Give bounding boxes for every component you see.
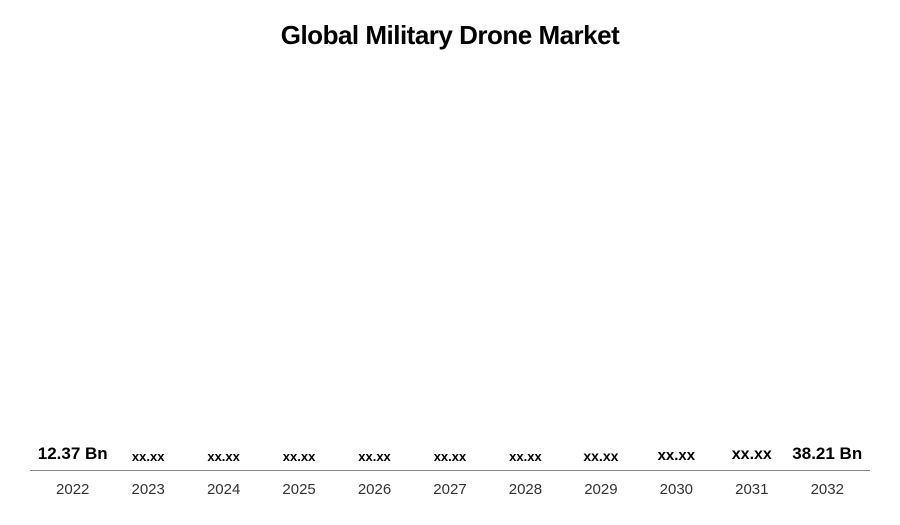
- chart-title: Global Military Drone Market: [30, 20, 870, 51]
- bar-value-label: xx.xx: [583, 448, 618, 470]
- bar-value-label: xx.xx: [207, 449, 240, 470]
- x-axis-tick: 2028: [488, 481, 563, 498]
- bar-value-label: xx.xx: [658, 447, 696, 470]
- x-axis-tick: 2023: [111, 481, 186, 498]
- plot-area: 12.37 Bn xx.xx xx.xx xx.xx xx.xx xx.xx xx.xx xx…: [30, 81, 870, 471]
- bar-value-label: xx.xx: [358, 449, 391, 470]
- x-axis-tick: 2029: [564, 481, 639, 498]
- x-axis-tick: 2027: [413, 481, 488, 498]
- bar-value-label: xx.xx: [434, 449, 467, 470]
- x-axis-tick: 2026: [337, 481, 412, 498]
- x-axis-tick: 2032: [790, 481, 865, 498]
- bar-value-label: xx.xx: [732, 446, 772, 470]
- x-axis-tick: 2024: [186, 481, 261, 498]
- chart-container: Global Military Drone Market 12.37 Bn xx.…: [0, 0, 900, 525]
- bar-value-label: 38.21 Bn: [792, 444, 862, 470]
- x-axis-tick: 2031: [714, 481, 789, 498]
- x-axis-tick: 2030: [639, 481, 714, 498]
- bar-value-label: 12.37 Bn: [38, 444, 108, 470]
- x-axis-tick: 2025: [262, 481, 337, 498]
- x-axis: 2022202320242025202620272028202920302031…: [30, 481, 870, 498]
- x-axis-tick: 2022: [35, 481, 110, 498]
- bar-value-label: xx.xx: [283, 449, 316, 470]
- bar-value-label: xx.xx: [132, 449, 165, 470]
- bar-value-label: xx.xx: [509, 449, 542, 470]
